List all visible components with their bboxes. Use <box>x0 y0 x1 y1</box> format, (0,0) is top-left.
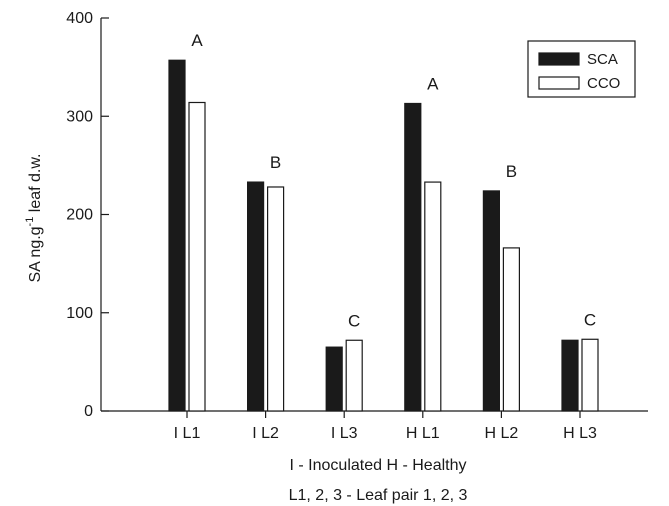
bar-sca-i-l3 <box>325 346 343 412</box>
x-axis-caption-line-2: L1, 2, 3 - Leaf pair 1, 2, 3 <box>289 487 468 504</box>
legend-label-cco: CCO <box>587 75 620 92</box>
y-tick-label: 100 <box>66 305 93 322</box>
significance-letter: C <box>348 311 360 330</box>
legend-swatch-cco <box>538 76 580 90</box>
x-axis-caption-line-1: I - Inoculated H - Healthy <box>290 457 467 474</box>
x-tick-label: I L1 <box>174 425 201 442</box>
y-tick-label: 300 <box>66 108 93 125</box>
bar-cco-i-l1 <box>188 101 206 412</box>
significance-letter: C <box>584 310 596 329</box>
bar-cco-h-l2 <box>502 247 520 412</box>
bar-sca-h-l1 <box>404 102 422 412</box>
bar-cco-h-l1 <box>424 181 442 412</box>
significance-letter: A <box>191 31 203 50</box>
legend-label-sca: SCA <box>587 51 618 68</box>
legend: SCA CCO <box>527 40 636 98</box>
significance-letter: B <box>270 153 281 172</box>
x-tick-label: H L2 <box>485 425 519 442</box>
y-axis-label-rest: leaf d.w. <box>27 154 44 217</box>
bar-sca-h-l2 <box>482 190 500 412</box>
y-axis: 0 100 200 300 400 <box>66 10 109 420</box>
x-axis: I L1 I L2 I L3 H L1 H L2 H L3 <box>101 410 648 442</box>
significance-letter: A <box>427 74 439 93</box>
bar-cco-h-l3 <box>581 338 599 412</box>
significance-letters: A B C A B C <box>191 31 596 330</box>
y-tick-label: 0 <box>84 403 93 420</box>
bar-sca-i-l2 <box>247 181 265 412</box>
x-tick-label: I L3 <box>331 425 358 442</box>
bar-sca-h-l3 <box>561 339 579 412</box>
bars <box>168 59 599 412</box>
y-axis-label: SA ng.g-1 leaf d.w. <box>24 154 44 283</box>
bar-cco-i-l2 <box>267 186 285 412</box>
x-tick-label: I L2 <box>252 425 279 442</box>
bar-cco-i-l3 <box>345 339 363 412</box>
y-tick-label: 200 <box>66 207 93 224</box>
y-tick-label: 400 <box>66 10 93 27</box>
x-tick-label: H L3 <box>563 425 597 442</box>
legend-swatch-sca <box>538 52 580 66</box>
bar-sca-i-l1 <box>168 59 186 412</box>
x-tick-label: H L1 <box>406 425 440 442</box>
significance-letter: B <box>506 162 517 181</box>
y-axis-label-main: SA ng.g <box>27 226 44 282</box>
y-axis-label-superscript: -1 <box>24 217 36 227</box>
